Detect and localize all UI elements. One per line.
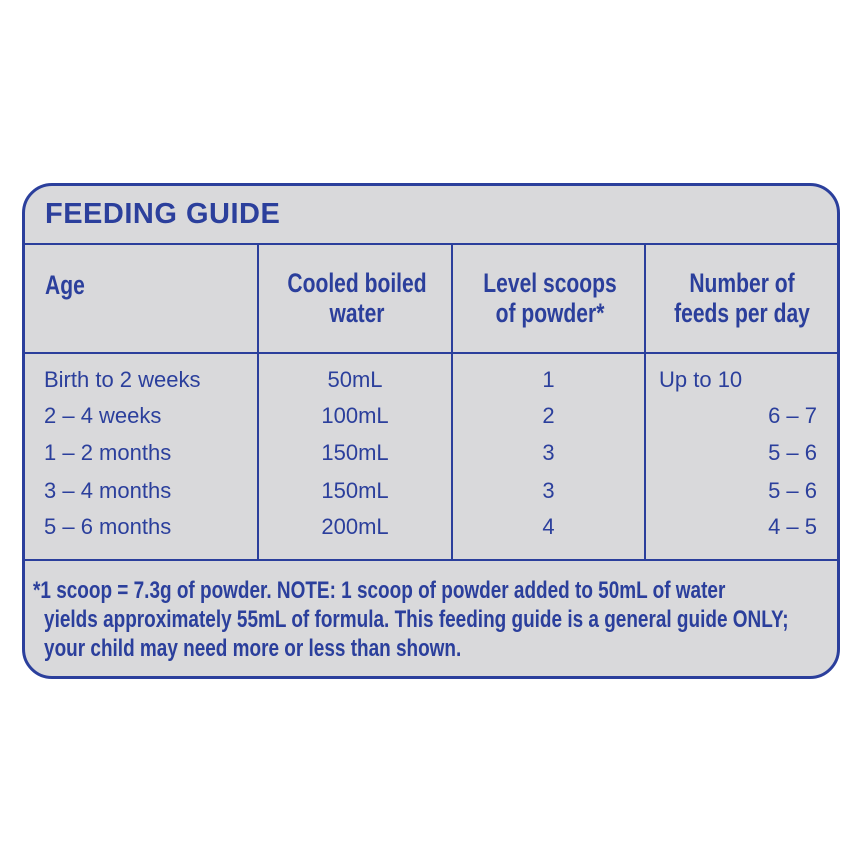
- cell-scoops: 2: [542, 403, 555, 428]
- cell-age: 1 – 2 months: [44, 440, 172, 465]
- header-scoops: Level scoops of powder*: [453, 268, 648, 328]
- cell-feeds: 5 – 6: [768, 478, 817, 503]
- cell-feeds: 6 – 7: [768, 403, 817, 428]
- feeding-guide-card: FEEDING GUIDE Age Cooled boiled water Lev…: [22, 183, 840, 679]
- card-title: FEEDING GUIDE: [45, 198, 281, 230]
- cell-age: Birth to 2 weeks: [44, 367, 201, 392]
- footnote-line: yields approximately 55mL of formula. Th…: [44, 606, 789, 633]
- cell-water: 100mL: [321, 403, 389, 428]
- column-divider: [257, 243, 259, 561]
- cell-water: 150mL: [321, 440, 389, 465]
- cell-age: 5 – 6 months: [44, 514, 172, 539]
- footnote: *1 scoop = 7.3g of powder. NOTE: 1 scoop…: [33, 576, 789, 663]
- header-feeds: Number of feeds per day: [645, 268, 838, 328]
- column-divider: [644, 243, 646, 561]
- header-line: Number of: [689, 268, 795, 298]
- cell-feeds: 5 – 6: [768, 440, 817, 465]
- cell-feeds: Up to 10: [659, 367, 743, 392]
- cell-scoops: 3: [542, 478, 555, 503]
- cell-scoops: 3: [542, 440, 555, 465]
- divider: [25, 243, 837, 245]
- column-divider: [451, 243, 453, 561]
- header-line: water: [329, 298, 385, 328]
- cell-scoops: 1: [542, 367, 555, 392]
- cell-age: 2 – 4 weeks: [44, 403, 162, 428]
- divider: [25, 559, 837, 561]
- header-line: Level scoops: [483, 268, 617, 298]
- cell-age: 3 – 4 months: [44, 478, 172, 503]
- cell-water: 50mL: [327, 367, 383, 392]
- cell-feeds: 4 – 5: [768, 514, 817, 539]
- header-water: Cooled boiled water: [260, 268, 455, 328]
- header-line: of powder*: [495, 298, 605, 328]
- header-line: Age: [45, 270, 85, 300]
- header-age: Age: [45, 270, 85, 300]
- header-line: feeds per day: [674, 298, 810, 328]
- cell-water: 200mL: [321, 514, 389, 539]
- cell-water: 150mL: [321, 478, 389, 503]
- cell-scoops: 4: [542, 514, 555, 539]
- header-line: Cooled boiled: [287, 268, 427, 298]
- footnote-line: your child may need more or less than sh…: [44, 635, 462, 662]
- footnote-line: *1 scoop = 7.3g of powder. NOTE: 1 scoop…: [33, 577, 726, 604]
- divider: [25, 352, 837, 354]
